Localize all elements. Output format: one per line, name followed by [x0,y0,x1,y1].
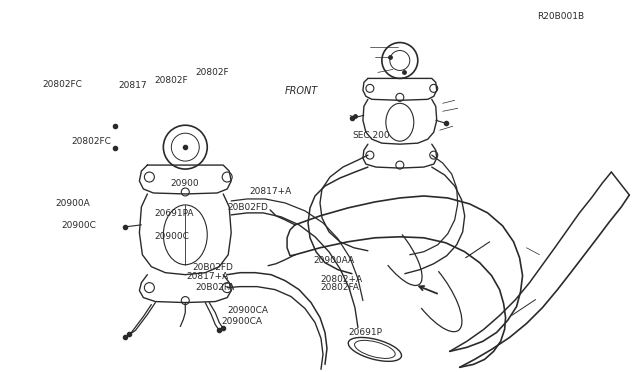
Text: 20900: 20900 [170,179,198,187]
Text: 20900C: 20900C [61,221,96,230]
Text: 20900CA: 20900CA [221,317,262,326]
Text: 20691PA: 20691PA [154,209,193,218]
Text: 20817: 20817 [119,81,147,90]
Text: 20817+A: 20817+A [250,187,292,196]
Text: SEC.200: SEC.200 [352,131,390,141]
Text: 20691P: 20691P [349,328,383,337]
Text: 20802FC: 20802FC [71,137,111,146]
Text: 20B02FD: 20B02FD [192,263,233,272]
Text: 20802+A: 20802+A [320,275,362,284]
Text: 20900C: 20900C [154,231,189,241]
Text: 20900A: 20900A [55,199,90,208]
Text: 20802FA: 20802FA [320,283,359,292]
Text: 20802F: 20802F [154,76,188,85]
Text: 20900AA: 20900AA [314,256,355,264]
Text: R20B001B: R20B001B [537,12,584,21]
Text: 20817+A: 20817+A [186,272,228,281]
Text: FRONT: FRONT [285,87,318,96]
Text: 20900CA: 20900CA [227,306,268,315]
Text: 20B02FD: 20B02FD [227,203,268,212]
Text: 20802F: 20802F [195,68,229,77]
Text: 20802FC: 20802FC [42,80,82,89]
Text: 20B02FA: 20B02FA [195,283,235,292]
